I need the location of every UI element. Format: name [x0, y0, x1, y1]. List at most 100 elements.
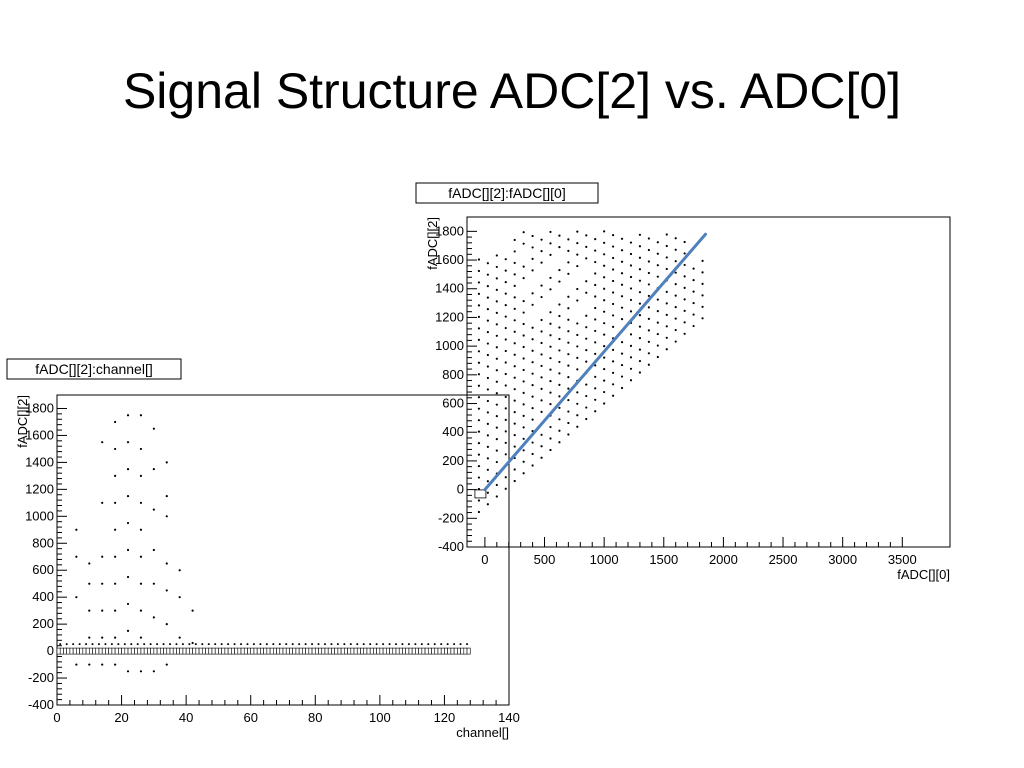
data-point	[576, 253, 579, 256]
channel-box	[379, 647, 384, 655]
data-point	[576, 345, 579, 348]
data-point	[540, 330, 543, 333]
data-point	[540, 376, 543, 379]
x-tick-label: 20	[114, 710, 128, 725]
channel-box	[247, 647, 252, 655]
channel-box	[237, 647, 242, 655]
data-point	[178, 596, 181, 599]
data-point	[629, 367, 633, 370]
data-point	[585, 257, 588, 260]
x-tick-label: 2500	[769, 552, 798, 567]
data-point	[558, 406, 561, 409]
x-tick: 40	[179, 695, 193, 725]
data-point	[603, 253, 606, 256]
data-point	[692, 279, 695, 282]
data-point	[665, 267, 668, 271]
data-point	[647, 363, 650, 366]
data-point	[522, 231, 525, 234]
channel-box	[308, 647, 313, 655]
data-point	[311, 643, 314, 646]
channel-box	[195, 647, 200, 655]
data-point	[504, 395, 507, 399]
y-tick-label: 1000	[25, 508, 54, 523]
data-point	[567, 238, 570, 241]
channel-box	[440, 647, 445, 655]
data-point	[701, 282, 704, 285]
data-point	[576, 333, 579, 337]
data-point	[638, 268, 642, 271]
data-point	[603, 230, 606, 233]
data-point	[701, 305, 704, 308]
y-axis-label: fADC[][2]	[15, 395, 30, 448]
data-point	[513, 250, 516, 253]
channel-box	[395, 647, 400, 655]
x-tick: 3000	[828, 537, 857, 567]
data-point	[549, 334, 552, 337]
channel-box	[457, 647, 461, 655]
channel-box	[344, 647, 348, 655]
data-point	[674, 260, 677, 263]
data-point	[522, 368, 525, 372]
data-point	[227, 643, 230, 646]
data-point	[522, 391, 525, 395]
data-point	[620, 272, 624, 275]
channel-box	[276, 647, 281, 655]
data-point	[549, 368, 552, 371]
y-tick: 1200	[435, 309, 477, 324]
data-point	[638, 371, 642, 374]
data-point	[152, 670, 155, 673]
data-point	[549, 357, 552, 360]
x-tick: 140	[498, 695, 520, 725]
y-tick-label: 1600	[435, 252, 464, 267]
channel-box	[424, 647, 429, 655]
data-point	[114, 420, 117, 424]
data-point	[585, 280, 588, 283]
data-point	[453, 643, 456, 646]
data-point	[683, 275, 686, 278]
data-point	[674, 306, 677, 309]
channel-box	[366, 647, 371, 655]
y-tick-label: 800	[442, 367, 464, 382]
data-point	[620, 237, 624, 240]
y-tick: 200	[442, 453, 477, 468]
x-tick: 20	[114, 695, 129, 725]
data-point	[152, 508, 155, 511]
data-point	[495, 483, 498, 487]
channel-box	[85, 647, 90, 655]
data-point	[446, 643, 449, 646]
data-point	[620, 363, 624, 367]
data-point	[362, 643, 365, 646]
channel-box	[211, 647, 216, 655]
data-point	[139, 609, 143, 612]
data-point	[88, 663, 91, 666]
channel-box	[82, 647, 87, 655]
data-point	[191, 641, 194, 645]
data-point	[576, 230, 579, 233]
data-point	[540, 364, 543, 368]
data-point	[558, 268, 561, 272]
y-tick-label: 600	[442, 396, 464, 411]
x-axis-label: channel[]	[456, 725, 509, 740]
channel-box	[340, 647, 345, 655]
data-point	[576, 242, 579, 245]
data-point	[638, 359, 642, 363]
data-point	[558, 314, 561, 318]
data-point	[567, 433, 570, 436]
channel-box	[427, 647, 432, 655]
data-point	[611, 279, 615, 283]
channel-box	[334, 647, 339, 655]
data-point	[495, 300, 498, 303]
data-point	[665, 244, 668, 248]
data-point	[683, 263, 686, 267]
x-tick: 0	[481, 537, 489, 567]
channel-box	[314, 647, 319, 655]
data-point	[549, 402, 552, 406]
channel-box	[337, 647, 342, 655]
channel-box	[105, 647, 109, 655]
channel-box	[179, 647, 184, 655]
data-point	[638, 291, 642, 294]
channel-box	[88, 647, 93, 655]
data-point	[522, 472, 525, 475]
data-point	[486, 342, 489, 345]
data-point	[558, 246, 561, 249]
